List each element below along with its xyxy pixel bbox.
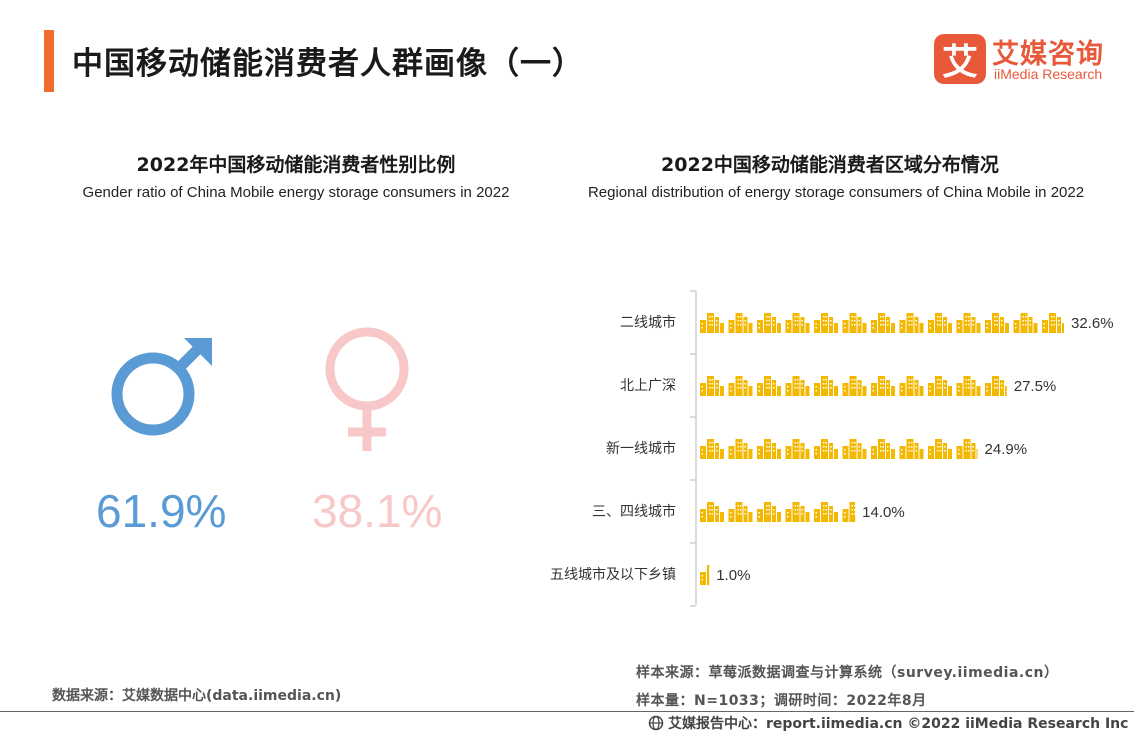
- building-icon: [899, 439, 924, 459]
- building-icon: [785, 502, 810, 522]
- building-icon: [1013, 313, 1038, 333]
- building-icon: [871, 439, 895, 459]
- building-icon: [700, 439, 724, 459]
- page-title: 中国移动储能消费者人群画像（一）: [72, 46, 584, 82]
- logo-text-cn: 艾媒咨询: [992, 39, 1104, 70]
- building-icon: [899, 376, 924, 396]
- building-icon: [728, 313, 753, 333]
- bar: [700, 502, 856, 522]
- category-label: 新一线城市: [606, 440, 676, 457]
- category-label: 三、四线城市: [592, 503, 676, 520]
- bar: [700, 376, 1007, 396]
- building-icon: [757, 439, 781, 459]
- building-icon: [842, 439, 867, 459]
- building-icon: [757, 502, 781, 522]
- building-icon: [814, 376, 838, 396]
- building-icon: [785, 313, 810, 333]
- region-bar-chart: 二线城市 32.6% 北上广深 27.5% 新一线城市 24.9% 三、四线城市 14.0% 五…: [550, 290, 1114, 607]
- building-icon: [985, 313, 1009, 333]
- logo-mark: [934, 34, 986, 84]
- copyright-text: 艾媒报告中心：report.iimedia.cn ©2022 iiMedia R…: [668, 716, 1129, 732]
- region-chart-subtitle: Regional distribution of energy storage …: [587, 184, 1085, 201]
- bar: [700, 313, 1064, 333]
- building-icon: [956, 439, 978, 459]
- building-icon: [928, 376, 952, 396]
- building-icon: [928, 313, 952, 333]
- footer-divider: [0, 711, 1134, 712]
- building-icon: [757, 313, 781, 333]
- building-icon: [728, 502, 753, 522]
- copyright: 艾媒报告中心：report.iimedia.cn ©2022 iiMedia R…: [648, 713, 1128, 733]
- globe-icon: [648, 715, 664, 731]
- data-source: 数据来源：艾媒数据中心(data.iimedia.cn): [52, 688, 342, 704]
- male-percentage: 61.9%: [96, 485, 227, 537]
- bar: [700, 439, 978, 459]
- building-icon: [785, 376, 810, 396]
- gender-chart-title: 2022年中国移动储能消费者性别比例: [136, 154, 456, 176]
- building-icon: [700, 376, 724, 396]
- title-accent-bar: [44, 30, 54, 92]
- building-icon: [985, 376, 1007, 396]
- building-icon: [842, 376, 867, 396]
- male-icon: [111, 338, 212, 436]
- building-icon: [814, 502, 838, 522]
- building-icon: [700, 502, 724, 522]
- region-chart-title: 2022中国移动储能消费者区域分布情况: [661, 154, 999, 176]
- building-icon: [871, 313, 895, 333]
- building-icon: [928, 439, 952, 459]
- logo-glyph: 艾: [941, 42, 978, 83]
- building-icon: [814, 313, 838, 333]
- value-label: 27.5%: [1014, 378, 1057, 395]
- logo-text-en: iiMedia Research: [994, 66, 1103, 82]
- iimedia-logo: 艾 艾媒咨询 iiMedia Research: [934, 34, 1124, 86]
- sample-size: 样本量：N=1033；调研时间：2022年8月: [636, 693, 927, 709]
- sample-source: 样本来源：草莓派数据调查与计算系统（survey.iimedia.cn）: [636, 665, 1059, 681]
- value-label: 1.0%: [716, 567, 750, 584]
- building-icon: [956, 376, 981, 396]
- building-icon: [728, 439, 753, 459]
- value-label: 24.9%: [985, 441, 1028, 458]
- building-icon: [956, 313, 981, 333]
- category-label: 五线城市及以下乡镇: [550, 566, 676, 583]
- building-icon: [757, 376, 781, 396]
- building-icon: [871, 376, 895, 396]
- building-icon: [842, 313, 867, 333]
- building-icon: [899, 313, 924, 333]
- category-label: 北上广深: [620, 378, 676, 394]
- gender-chart-subtitle: Gender ratio of China Mobile energy stor…: [82, 184, 510, 201]
- building-icon: [814, 439, 838, 459]
- building-icon: [700, 313, 724, 333]
- building-icon: [1042, 313, 1064, 333]
- female-icon: [325, 327, 409, 451]
- value-label: 14.0%: [862, 504, 905, 521]
- value-label: 32.6%: [1071, 315, 1114, 332]
- female-percentage: 38.1%: [312, 485, 443, 537]
- building-icon: [728, 376, 753, 396]
- building-icon: [785, 439, 810, 459]
- category-label: 二线城市: [620, 314, 676, 331]
